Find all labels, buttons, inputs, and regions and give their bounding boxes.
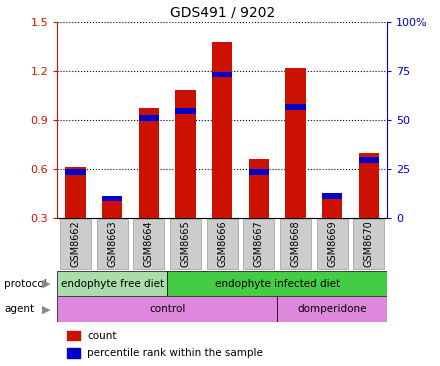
Text: ▶: ▶ — [42, 304, 50, 314]
Bar — [249, 169, 269, 175]
Text: domperidone: domperidone — [297, 304, 367, 314]
Bar — [249, 159, 269, 218]
Text: GSM8666: GSM8666 — [217, 220, 227, 266]
Bar — [67, 331, 81, 340]
Text: GSM8665: GSM8665 — [180, 220, 191, 266]
Bar — [286, 68, 306, 218]
Text: ▶: ▶ — [42, 279, 50, 289]
Text: endophyte infected diet: endophyte infected diet — [215, 279, 340, 289]
Text: GSM8663: GSM8663 — [107, 220, 117, 266]
Text: percentile rank within the sample: percentile rank within the sample — [87, 348, 263, 358]
Text: agent: agent — [4, 304, 34, 314]
Bar — [102, 198, 122, 218]
Bar — [212, 42, 232, 218]
Text: endophyte free diet: endophyte free diet — [61, 279, 164, 289]
Bar — [67, 348, 81, 358]
Bar — [102, 196, 122, 201]
Bar — [139, 115, 159, 121]
FancyBboxPatch shape — [353, 219, 385, 269]
FancyBboxPatch shape — [207, 219, 238, 269]
Text: GSM8670: GSM8670 — [364, 220, 374, 266]
Bar — [176, 90, 196, 218]
FancyBboxPatch shape — [57, 296, 277, 322]
Bar — [139, 108, 159, 218]
FancyBboxPatch shape — [60, 219, 91, 269]
Text: GSM8668: GSM8668 — [290, 220, 301, 266]
Text: control: control — [149, 304, 185, 314]
FancyBboxPatch shape — [280, 219, 311, 269]
FancyBboxPatch shape — [277, 296, 387, 322]
Text: GSM8664: GSM8664 — [144, 220, 154, 266]
Text: protocol: protocol — [4, 279, 47, 289]
FancyBboxPatch shape — [167, 271, 387, 296]
Bar — [176, 108, 196, 114]
Bar — [322, 193, 342, 218]
FancyBboxPatch shape — [57, 271, 167, 296]
Text: count: count — [87, 331, 117, 341]
Text: GSM8662: GSM8662 — [70, 220, 81, 266]
FancyBboxPatch shape — [243, 219, 275, 269]
Text: GSM8667: GSM8667 — [254, 220, 264, 266]
FancyBboxPatch shape — [97, 219, 128, 269]
Text: GSM8669: GSM8669 — [327, 220, 337, 266]
FancyBboxPatch shape — [317, 219, 348, 269]
Bar — [286, 104, 306, 110]
Bar — [212, 72, 232, 78]
Bar — [66, 169, 86, 175]
FancyBboxPatch shape — [133, 219, 165, 269]
Bar — [66, 167, 86, 218]
Title: GDS491 / 9202: GDS491 / 9202 — [169, 5, 275, 19]
Bar — [359, 157, 379, 163]
Bar — [359, 153, 379, 218]
FancyBboxPatch shape — [170, 219, 201, 269]
Bar — [322, 193, 342, 199]
